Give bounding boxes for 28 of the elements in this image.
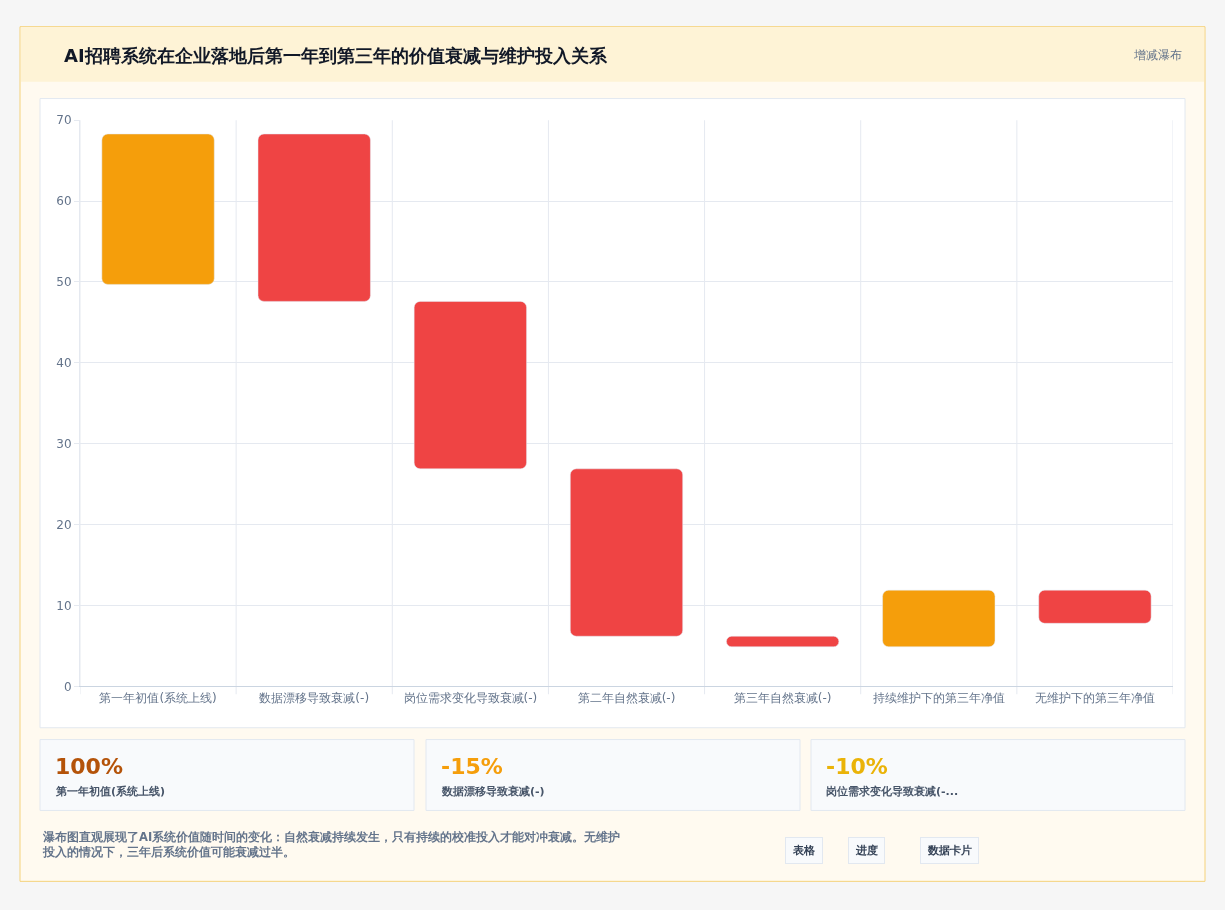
y-tick-label: 20	[56, 517, 72, 532]
chart-subtitle: 增减瀑布	[1133, 48, 1182, 62]
y-tick-label: 50	[56, 275, 72, 290]
y-tick-label: 60	[56, 194, 72, 209]
y-tick-label: 0	[63, 679, 72, 694]
x-tick-label: 持续维护下的第三年净值	[872, 690, 1005, 705]
bar	[726, 635, 840, 647]
text: -10%	[826, 754, 888, 779]
y-tick-label: 70	[56, 113, 72, 128]
text: -15%	[441, 754, 503, 779]
y-tick-label: 40	[56, 356, 72, 371]
text: 第一年初值(系统上线)	[55, 785, 166, 798]
x-tick-label: 第一年初值(系统上线)	[99, 690, 217, 705]
x-tick-label: 第三年自然衰减(-)	[733, 690, 832, 705]
y-tick-label: 30	[56, 436, 72, 451]
y-tick-label: 10	[56, 598, 72, 613]
text: 表格	[792, 844, 816, 857]
text: 瀑布图直观展现了AI系统价值随时间的变化：自然衰减持续发生，只有持续的校准投入才能对冲衰减。无维护投入的情况下，三年后系统价值可能衰减过半。	[42, 830, 621, 859]
chart-title: AI招聘系统在企业落地后第一年到第三年的价值衰减与维护投入关系	[64, 45, 608, 66]
text: 数据卡片	[927, 844, 972, 857]
x-tick-label: 岗位需求变化导致衰减(-)	[403, 690, 538, 705]
text: 进度	[855, 844, 878, 857]
text: 数据漂移导致衰减(-)	[441, 785, 545, 798]
text: 岗位需求变化导致衰减(-...	[826, 785, 959, 798]
x-tick-label: 数据漂移导致衰减(-)	[259, 690, 370, 705]
text: 100%	[55, 754, 123, 779]
x-tick-label: 无维护下的第三年净值	[1034, 690, 1155, 705]
x-tick-label: 第二年自然衰减(-)	[577, 690, 676, 705]
